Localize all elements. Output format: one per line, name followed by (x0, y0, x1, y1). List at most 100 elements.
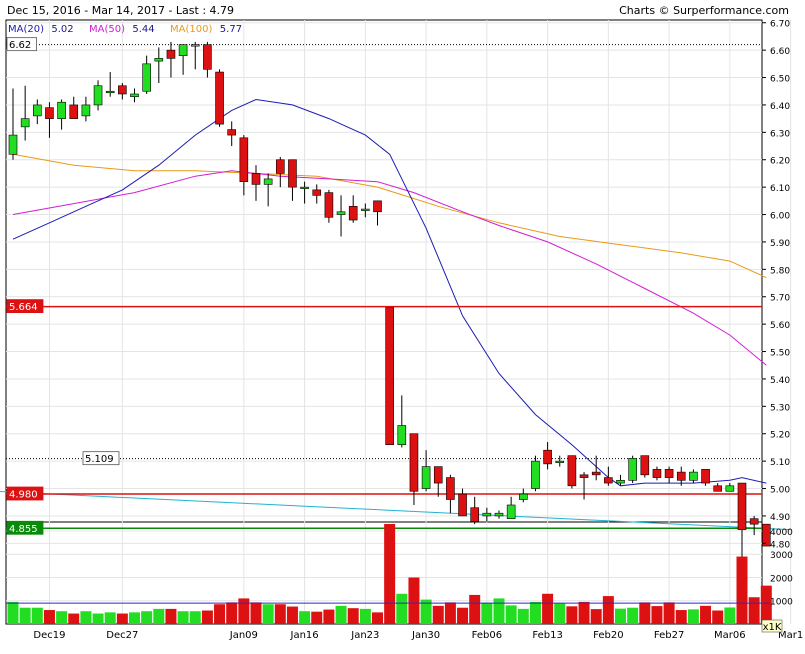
volume-scale-badge: x1K (761, 619, 783, 633)
candle-body (737, 482, 747, 530)
volume-bar (444, 602, 456, 624)
volume-bar (566, 606, 578, 624)
y-tick-label: 6.70 (770, 20, 790, 30)
candle-body (373, 200, 382, 213)
volume-bar (615, 608, 626, 624)
candle (300, 181, 309, 204)
candle-body (482, 512, 492, 517)
candle (81, 96, 91, 122)
volume-bar (602, 596, 614, 624)
candle (713, 483, 723, 492)
volume-bar (712, 610, 724, 624)
candle-body (494, 512, 504, 517)
candle (118, 83, 127, 100)
candle (664, 466, 674, 484)
candle-body (421, 466, 431, 489)
ma20-line (12, 98, 767, 487)
volume-tick-label: 1000 (770, 598, 793, 608)
volume-bar (323, 609, 335, 624)
volume-panel (5, 521, 763, 625)
candle-body (45, 107, 54, 119)
x-tick-label: Feb20 (593, 630, 623, 641)
y-tick-label: 5.60 (770, 321, 790, 331)
volume-bar (335, 605, 347, 624)
candle (409, 433, 419, 505)
volume-bar (201, 610, 213, 624)
candle (203, 41, 212, 78)
candle-body (203, 44, 212, 70)
candle (130, 88, 139, 103)
y-tick-label: 6.60 (770, 47, 790, 57)
moving-averages (0, 98, 791, 531)
level-label: 5.109 (85, 454, 114, 465)
volume-bar (517, 608, 529, 624)
legend-value: 5.77 (220, 24, 242, 35)
candle-body (628, 458, 637, 481)
candle-body (506, 504, 516, 519)
candle (373, 200, 382, 226)
candle (397, 395, 407, 448)
candle (336, 195, 346, 237)
candle (689, 469, 698, 484)
candle (142, 55, 151, 94)
volume-bar (469, 594, 481, 624)
volume-bar (299, 611, 311, 624)
volume-bar (760, 585, 772, 624)
volume-bar (141, 611, 153, 624)
candle-body (81, 104, 91, 117)
volume-bar (493, 598, 505, 624)
volume-bar (651, 606, 663, 624)
candle-body (154, 58, 164, 62)
candle-body (385, 307, 394, 446)
candle (20, 85, 30, 141)
y-tick-label: 5.30 (770, 403, 790, 413)
candle-body (604, 477, 613, 484)
y-tick-label: 6.20 (770, 157, 790, 167)
x-tick-label: Feb13 (532, 630, 562, 641)
candle (628, 455, 637, 484)
volume-bar (578, 601, 590, 624)
candle (446, 474, 455, 514)
candle-body (361, 208, 370, 211)
volume-bar (663, 602, 675, 624)
y-tick-label: 6.40 (770, 102, 790, 112)
header: Dec 15, 2016 - Mar 14, 2017 - Last : 4.7… (7, 4, 789, 17)
candle-body (93, 85, 103, 106)
volume-bar (347, 608, 359, 624)
trend-line (0, 491, 791, 531)
candle-body (397, 425, 407, 445)
candle (348, 195, 358, 223)
candle (57, 99, 66, 130)
candle-body (336, 211, 346, 215)
candle-body (251, 173, 261, 185)
volume-bar (43, 610, 55, 624)
level-label-box (6, 299, 44, 314)
candle (737, 482, 747, 560)
candle-body (300, 186, 309, 189)
candle-body (69, 104, 79, 119)
x-tick-label: Mar1 (778, 630, 803, 641)
candle (676, 466, 686, 486)
volume-bar (116, 613, 128, 624)
candle-body (20, 118, 30, 128)
candle-body (689, 471, 698, 481)
volume-bar (700, 605, 712, 624)
candle (263, 173, 273, 207)
volume-bar (408, 577, 420, 624)
price-panel (5, 19, 763, 523)
volume-bar (529, 601, 541, 624)
x-tick-label: Dec27 (106, 630, 138, 641)
candle-body (227, 129, 236, 136)
y-tick-label: 4.90 (770, 513, 790, 523)
volume-bar (250, 602, 262, 624)
candle-body (118, 85, 127, 95)
candle (166, 41, 176, 78)
candle-body (215, 71, 224, 125)
candle-body (701, 469, 710, 484)
candle-body (458, 493, 467, 517)
candle-body (579, 474, 589, 478)
candle (215, 69, 224, 127)
candle-body (543, 449, 552, 465)
volume-bar (19, 607, 31, 624)
candle-body (178, 44, 188, 56)
